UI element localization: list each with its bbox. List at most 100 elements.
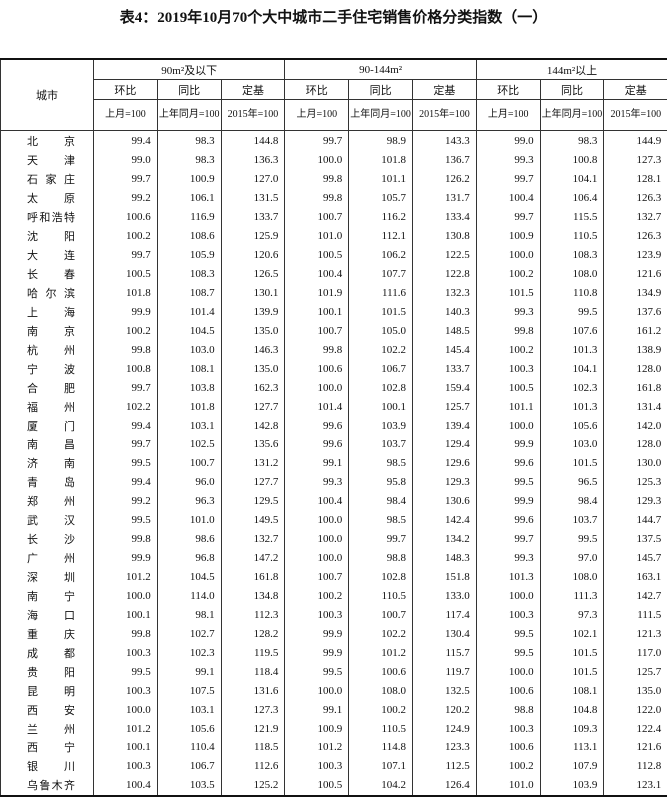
index-value: 100.1	[284, 302, 350, 322]
index-value: 99.2	[93, 188, 158, 208]
index-value: 100.7	[284, 567, 350, 587]
index-value: 131.4	[603, 397, 667, 417]
table-row: 南宁 100.0 114.0 134.8 100.2 110.5 133.0 100.0 111…	[0, 586, 667, 606]
index-value: 125.2	[220, 775, 286, 796]
table-row: 深圳 101.2 104.5 161.8 100.7 102.8 151.8 101.3 108…	[0, 567, 667, 587]
base-header: 上月=100	[475, 99, 541, 131]
table-row: 南昌 99.7 102.5 135.6 99.6 103.7 129.4 99.9 103.0 1…	[0, 435, 667, 454]
index-value: 99.9	[475, 435, 541, 454]
sub-header: 同比	[156, 79, 222, 100]
index-value: 111.5	[603, 605, 667, 625]
index-value: 100.5	[284, 775, 350, 796]
index-value: 100.7	[348, 605, 413, 625]
index-value: 109.3	[539, 719, 605, 738]
index-value: 104.5	[156, 321, 222, 341]
index-value: 125.7	[603, 662, 667, 682]
index-value: 99.3	[475, 302, 541, 322]
city-header: 城市	[0, 58, 94, 131]
index-value: 104.2	[348, 775, 413, 796]
index-value: 100.2	[93, 321, 158, 341]
index-value: 101.9	[284, 283, 350, 303]
index-value: 112.1	[348, 226, 413, 246]
city-name: 贵阳	[27, 666, 75, 679]
city-name: 昆明	[27, 685, 75, 698]
index-value: 99.8	[93, 624, 158, 644]
index-value: 99.7	[348, 529, 413, 549]
city-cell: 广州	[0, 548, 94, 568]
table-row: 成都 100.3 102.3 119.5 99.9 101.2 115.7 99.5 101.5…	[0, 643, 667, 663]
city-name: 武汉	[27, 515, 75, 528]
index-value: 100.0	[93, 700, 158, 720]
index-value: 162.3	[220, 378, 286, 398]
index-value: 100.7	[156, 453, 222, 473]
index-value: 128.1	[603, 169, 667, 189]
index-value: 134.2	[411, 529, 477, 549]
sub-header: 环比	[284, 79, 350, 100]
index-value: 96.3	[156, 491, 222, 511]
city-cell: 济南	[0, 453, 94, 473]
table-row: 郑州 99.2 96.3 129.5 100.4 98.4 130.6 99.9 98.4 129…	[0, 491, 667, 511]
index-value: 113.1	[539, 738, 605, 757]
city-name: 北京	[27, 136, 75, 149]
index-value: 116.9	[156, 207, 222, 227]
index-value: 99.5	[475, 643, 541, 663]
city-name: 西宁	[27, 742, 75, 755]
index-value: 101.2	[348, 643, 413, 663]
index-value: 108.7	[156, 283, 222, 303]
index-value: 146.3	[220, 340, 286, 360]
index-value: 99.5	[539, 302, 605, 322]
index-value: 100.2	[475, 264, 541, 284]
index-value: 118.4	[220, 662, 286, 682]
index-value: 135.0	[603, 681, 667, 701]
index-value: 137.6	[603, 302, 667, 322]
index-value: 126.3	[603, 188, 667, 208]
city-cell: 哈尔滨	[0, 283, 94, 303]
index-value: 108.0	[539, 264, 605, 284]
base-header: 上年同月=100	[156, 99, 222, 131]
base-header: 2015年=100	[603, 99, 667, 131]
index-value: 99.5	[93, 510, 158, 530]
table-row: 宁波 100.8 108.1 135.0 100.6 106.7 133.7 100.3 104…	[0, 359, 667, 379]
index-value: 100.0	[284, 510, 350, 530]
city-name: 西安	[27, 704, 75, 717]
index-value: 100.3	[284, 756, 350, 776]
index-value: 121.6	[603, 264, 667, 284]
index-value: 126.3	[603, 226, 667, 246]
index-value: 129.4	[411, 435, 477, 454]
index-value: 126.4	[411, 775, 477, 796]
index-value: 96.8	[156, 548, 222, 568]
index-value: 143.3	[411, 130, 477, 151]
index-value: 99.2	[93, 491, 158, 511]
index-value: 119.7	[411, 662, 477, 682]
index-value: 101.5	[539, 662, 605, 682]
city-cell: 沈阳	[0, 226, 94, 246]
index-value: 98.8	[348, 548, 413, 568]
index-value: 127.7	[220, 472, 286, 492]
index-value: 107.6	[539, 321, 605, 341]
index-value: 112.5	[411, 756, 477, 776]
index-value: 161.2	[603, 321, 667, 341]
index-value: 99.8	[284, 340, 350, 360]
index-value: 100.6	[475, 738, 541, 757]
city-name: 深圳	[27, 572, 75, 585]
index-value: 163.1	[603, 567, 667, 587]
index-value: 99.9	[284, 624, 350, 644]
index-value: 98.5	[348, 453, 413, 473]
index-value: 148.5	[411, 321, 477, 341]
index-value: 101.0	[284, 226, 350, 246]
table-row: 广州 99.9 96.8 147.2 100.0 98.8 148.3 99.3 97.0 145…	[0, 548, 667, 568]
city-cell: 呼和浩特	[0, 207, 94, 227]
index-value: 100.3	[284, 605, 350, 625]
index-value: 99.7	[93, 435, 158, 454]
index-value: 123.3	[411, 738, 477, 757]
index-value: 132.5	[411, 681, 477, 701]
index-value: 102.8	[348, 567, 413, 587]
index-value: 99.4	[93, 130, 158, 151]
index-value: 100.0	[284, 548, 350, 568]
index-value: 127.3	[603, 150, 667, 170]
city-name: 南昌	[27, 439, 75, 452]
index-value: 99.4	[93, 416, 158, 435]
index-value: 106.7	[348, 359, 413, 379]
city-cell: 郑州	[0, 491, 94, 511]
group-header: 90m²及以下	[92, 58, 286, 80]
